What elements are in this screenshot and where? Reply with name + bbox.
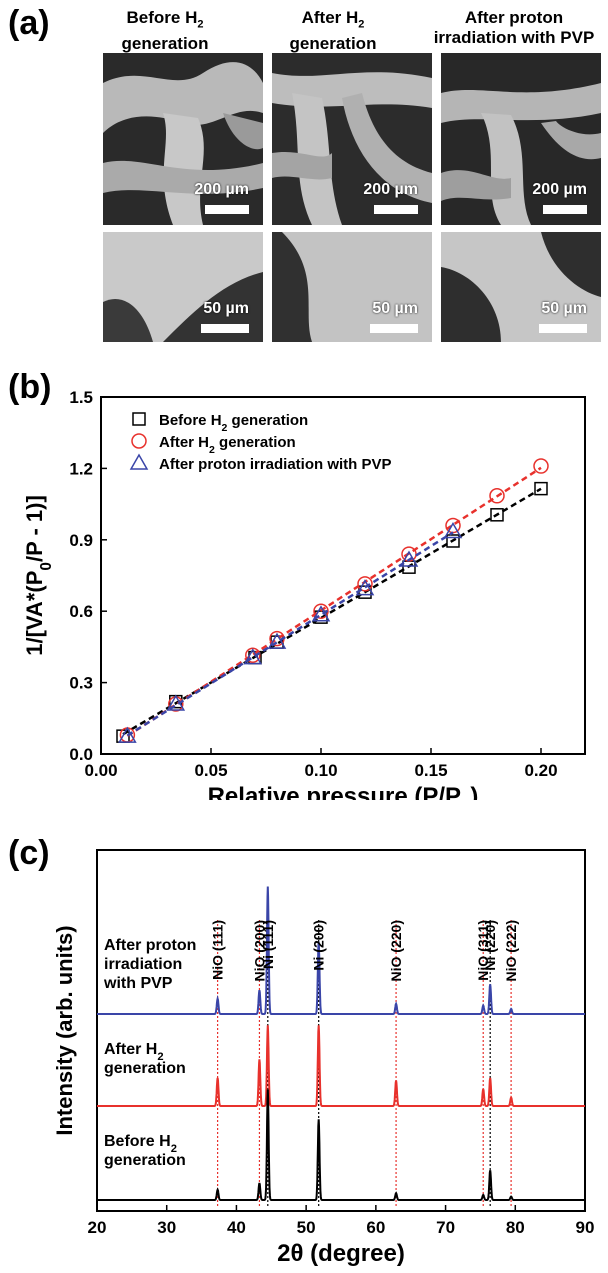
data-point xyxy=(355,579,375,596)
scale-bar xyxy=(543,205,587,214)
data-point xyxy=(534,481,548,496)
scale-bar xyxy=(370,324,418,333)
x-tick-label: 70 xyxy=(436,1218,455,1237)
column-title-after: After H2 generation xyxy=(289,8,377,54)
sem-image-after-low-mag: 200 µm xyxy=(272,53,432,225)
scale-bar xyxy=(374,205,418,214)
y-tick-label: 1.5 xyxy=(69,388,93,407)
y-tick-label: 0.0 xyxy=(69,745,93,764)
series-label: with PVP xyxy=(103,975,173,992)
plot-frame xyxy=(96,849,586,1212)
peak-label: NiO (311) xyxy=(475,920,491,981)
y-tick-label: 1.2 xyxy=(69,459,93,478)
sem-image-before-high-mag: 50 µm xyxy=(103,232,263,342)
peak-label: NiO (111) xyxy=(210,920,226,980)
data-point xyxy=(399,550,419,567)
data-point xyxy=(243,648,263,665)
sem-image-before-low-mag: 200 µm xyxy=(103,53,263,225)
series-label: irradiation xyxy=(104,956,182,973)
x-axis-label: Relative pressure (P/P0) xyxy=(208,783,479,800)
data-point xyxy=(129,453,149,470)
data-point xyxy=(166,694,186,711)
bet-plot: 0.00 0.05 0.10 0.15 0.20 0.0 0.3 0.6 0.9 1.2 1.5 Re… xyxy=(22,388,586,800)
legend-entry: After H2 generation xyxy=(159,434,296,456)
panel-b-label: (b) xyxy=(8,368,52,406)
scale-label: 200 µm xyxy=(363,181,418,198)
data-point xyxy=(533,458,549,474)
sem-image-after-high-mag: 50 µm xyxy=(272,232,432,342)
scale-label: 50 µm xyxy=(372,300,418,317)
xrd-pattern xyxy=(97,1089,585,1201)
y-axis-label: 1/[VA*(P0/P - 1)] xyxy=(22,495,55,656)
xrd-pattern xyxy=(97,1025,585,1107)
xrd-plot: 20 30 40 50 60 70 80 90 2θ (degree) Intensity (ar… xyxy=(52,849,595,1267)
scale-label: 200 µm xyxy=(532,181,587,198)
data-point xyxy=(267,632,287,649)
peak-label: NiO (200) xyxy=(251,920,267,981)
plot-frame xyxy=(100,396,586,755)
legend-entry: After proton irradiation with PVP xyxy=(159,456,392,473)
x-tick-label: 80 xyxy=(506,1218,525,1237)
series-label: generation xyxy=(104,1060,186,1077)
column-title-before: Before H2 generation xyxy=(121,8,209,54)
scale-bar xyxy=(205,205,249,214)
y-tick-label: 0.6 xyxy=(69,602,93,621)
peak-label: Ni (200) xyxy=(311,920,327,971)
data-point xyxy=(443,521,463,539)
scale-bar xyxy=(539,324,587,333)
xrd-pattern xyxy=(97,886,585,1015)
scale-bar xyxy=(201,324,249,333)
x-tick-label: 60 xyxy=(366,1218,385,1237)
legend-entry: Before H2 generation xyxy=(159,412,308,434)
sem-image-proton-low-mag: 200 µm xyxy=(441,53,601,225)
data-point xyxy=(118,726,137,743)
series-label: After H2 xyxy=(104,1041,164,1063)
x-axis-label: 2θ (degree) xyxy=(277,1240,405,1267)
x-tick-label: 20 xyxy=(88,1218,107,1237)
x-tick-label: 30 xyxy=(157,1218,176,1237)
data-point xyxy=(445,517,461,534)
data-point xyxy=(311,605,331,622)
scale-label: 200 µm xyxy=(194,181,249,198)
fit-line xyxy=(122,487,542,736)
x-tick-label: 0.15 xyxy=(414,761,447,780)
y-tick-label: 0.9 xyxy=(69,531,93,550)
x-tick-label: 0.20 xyxy=(524,761,557,780)
data-point xyxy=(489,488,505,504)
peak-label: NiO (222) xyxy=(503,920,519,981)
y-tick-label: 0.3 xyxy=(69,674,93,693)
data-point xyxy=(131,433,147,449)
series-label: Before H2 xyxy=(104,1133,177,1155)
data-point xyxy=(446,534,460,548)
peak-label: NiO (220) xyxy=(388,920,404,981)
scale-label: 50 µm xyxy=(541,300,587,317)
x-tick-label: 90 xyxy=(576,1218,595,1237)
data-point xyxy=(313,603,329,619)
x-tick-label: 50 xyxy=(297,1218,316,1237)
column-title-proton: After proton irradiation with PVP xyxy=(433,8,595,47)
scale-label: 50 µm xyxy=(203,300,249,317)
y-axis-label: Intensity (arb. units) xyxy=(52,925,77,1135)
data-point xyxy=(357,576,373,592)
peak-label: Ni (220) xyxy=(482,920,498,971)
fit-line xyxy=(126,531,454,737)
panel-a-label: (a) xyxy=(8,4,50,42)
data-point xyxy=(490,508,504,522)
series-label: generation xyxy=(104,1152,186,1169)
peak-label: Ni (111) xyxy=(260,920,276,969)
x-tick-label: 0.05 xyxy=(194,761,227,780)
x-tick-label: 0.10 xyxy=(304,761,337,780)
panel-c-label: (c) xyxy=(8,834,50,872)
x-tick-label: 0.00 xyxy=(84,761,117,780)
x-tick-label: 40 xyxy=(227,1218,246,1237)
series-label: After proton xyxy=(104,937,196,954)
data-point xyxy=(132,412,146,426)
sem-image-proton-high-mag: 50 µm xyxy=(441,232,601,342)
